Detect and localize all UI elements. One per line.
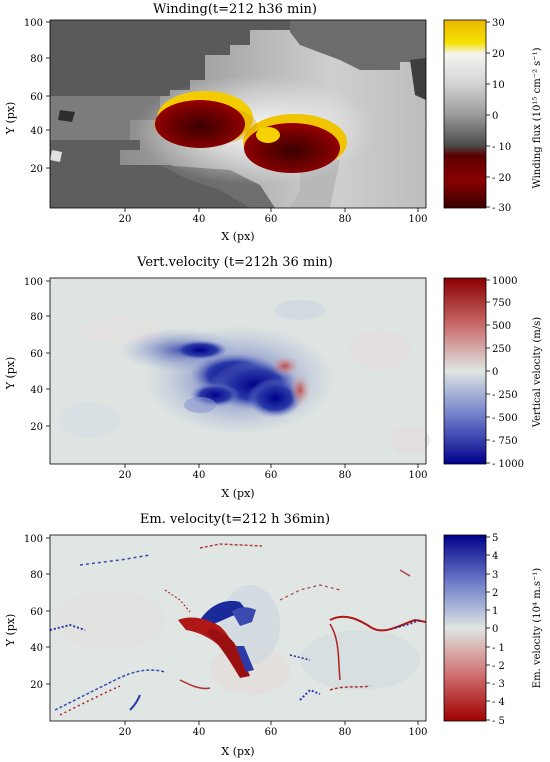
vertical-velocity-x-ticks: 20 40 60 80 100 <box>119 464 428 481</box>
emergence-velocity-y-tick-label: 100 <box>24 534 43 545</box>
vertical-velocity-x-tick-label: 40 <box>193 470 206 481</box>
winding-y-tick-label: 100 <box>24 18 43 29</box>
emergence-velocity-title: Em. velocity(t=212 h 36min) <box>140 512 330 527</box>
emergence-velocity-x-tick-label: 80 <box>339 727 352 738</box>
emergence-velocity-heatmap <box>49 535 427 721</box>
emergence-velocity-y-tick-label: 20 <box>30 680 43 691</box>
winding-heatmap <box>50 20 426 208</box>
vertical-velocity-title: Vert.velocity (t=212h 36 min) <box>136 255 333 270</box>
vertical-velocity-colorbar-ramp <box>443 277 487 465</box>
vertical-velocity-x-tick-label: 20 <box>119 470 132 481</box>
emergence-velocity-colorbar-tick: 4 <box>492 551 498 562</box>
winding-colorbar-tick: - 10 <box>492 142 511 153</box>
vertical-velocity-colorbar-tick: - 250 <box>492 390 518 401</box>
winding-title: Winding(t=212 h36 min) <box>153 2 317 17</box>
vertical-velocity-y-ticks: 20 40 60 80 100 <box>24 277 50 433</box>
emergence-velocity-panel: Em. velocity(t=212 h 36min) <box>4 512 543 758</box>
emergence-velocity-x-tick-label: 60 <box>265 727 278 738</box>
emergence-velocity-y-ticks: 20 40 60 80 100 <box>24 534 50 691</box>
emergence-velocity-colorbar-tick: 1 <box>492 606 498 617</box>
vertical-velocity-x-axis-label: X (px) <box>221 487 254 500</box>
winding-x-tick-label: 60 <box>265 214 278 225</box>
emergence-velocity-colorbar-ramp <box>443 534 487 722</box>
emergence-velocity-colorbar-tick: 5 <box>492 533 498 544</box>
winding-x-tick-label: 40 <box>193 214 206 225</box>
emergence-velocity-colorbar-tick: 3 <box>492 570 498 581</box>
vertical-velocity-y-tick-label: 20 <box>30 422 43 433</box>
emergence-velocity-colorbar-label: Em. velocity (10⁴ m.s⁻¹) <box>532 568 543 688</box>
emergence-velocity-colorbar-tick: - 4 <box>492 697 505 708</box>
winding-colorbar-tick: 20 <box>492 49 505 60</box>
winding-colorbar-tick: - 30 <box>492 203 511 214</box>
winding-colorbar: 30 20 10 0 - 10 - 20 - 30 Winding flux (… <box>443 18 543 214</box>
winding-x-ticks: 20 40 60 80 100 <box>119 208 428 225</box>
emergence-velocity-x-axis-label: X (px) <box>221 745 254 758</box>
emergence-velocity-y-axis-label: Y (px) <box>4 614 17 648</box>
emergence-velocity-y-tick-label: 40 <box>30 643 43 654</box>
emergence-velocity-colorbar-tick: 0 <box>492 624 498 635</box>
vertical-velocity-colorbar-tick: - 500 <box>492 413 518 424</box>
winding-colorbar-label: Winding flux (10¹⁵ cm⁻² s⁻¹) <box>532 47 543 188</box>
vertical-velocity-colorbar: 1000 750 500 250 0 - 250 - 500 - 750 - 1… <box>443 276 543 470</box>
vertical-velocity-colorbar-label: Vertical velocity (m/s) <box>532 317 543 428</box>
winding-panel: Winding(t=212 h36 min) <box>4 2 543 243</box>
vertical-velocity-y-tick-label: 60 <box>30 349 43 360</box>
winding-x-axis-label: X (px) <box>221 230 254 243</box>
winding-y-axis-label: Y (px) <box>4 102 17 136</box>
winding-x-tick-label: 100 <box>408 214 427 225</box>
winding-colorbar-tick: 30 <box>492 18 505 29</box>
vertical-velocity-plot-frame <box>49 277 427 465</box>
vertical-velocity-colorbar-tick: - 750 <box>492 436 518 447</box>
vertical-velocity-y-tick-label: 100 <box>24 277 43 288</box>
winding-colorbar-ramp <box>443 19 487 209</box>
emergence-velocity-colorbar: 5 4 3 2 1 0 - 1 - 2 - 3 - 4 - 5 Em. velo… <box>443 533 543 727</box>
emergence-velocity-x-tick-label: 40 <box>193 727 206 738</box>
winding-colorbar-tick: - 20 <box>492 173 511 184</box>
emergence-velocity-y-tick-label: 80 <box>30 570 43 581</box>
vertical-velocity-y-tick-label: 80 <box>30 312 43 323</box>
vertical-velocity-heatmap <box>50 278 430 464</box>
vertical-velocity-y-axis-label: Y (px) <box>4 357 17 391</box>
vertical-velocity-x-tick-label: 80 <box>339 470 352 481</box>
vertical-velocity-colorbar-tick: 1000 <box>492 276 517 287</box>
winding-x-tick-label: 80 <box>339 214 352 225</box>
vertical-velocity-colorbar-tick: - 1000 <box>492 459 524 470</box>
emergence-velocity-x-ticks: 20 40 60 80 100 <box>119 721 428 738</box>
emergence-velocity-x-tick-label: 20 <box>119 727 132 738</box>
winding-y-ticks: 20 40 60 80 100 <box>24 18 50 175</box>
vertical-velocity-x-tick-label: 100 <box>408 470 427 481</box>
winding-y-tick-label: 60 <box>30 92 43 103</box>
winding-y-tick-label: 80 <box>30 54 43 65</box>
emergence-velocity-colorbar-tick: - 3 <box>492 679 505 690</box>
winding-x-tick-label: 20 <box>119 214 132 225</box>
winding-y-tick-label: 20 <box>30 164 43 175</box>
emergence-velocity-colorbar-tick: - 2 <box>492 661 505 672</box>
winding-colorbar-tick: 0 <box>492 111 498 122</box>
winding-plot-frame <box>49 19 427 209</box>
emergence-velocity-colorbar-tick: - 1 <box>492 643 505 654</box>
vertical-velocity-x-tick-label: 60 <box>265 470 278 481</box>
winding-colorbar-tick: 10 <box>492 80 505 91</box>
emergence-velocity-y-tick-label: 60 <box>30 607 43 618</box>
emergence-velocity-plot-frame <box>49 534 427 722</box>
vertical-velocity-colorbar-tick: 500 <box>492 321 511 332</box>
vertical-velocity-y-tick-label: 40 <box>30 385 43 396</box>
emergence-velocity-x-tick-label: 100 <box>408 727 427 738</box>
winding-y-tick-label: 40 <box>30 126 43 137</box>
vertical-velocity-colorbar-tick: 0 <box>492 367 498 378</box>
vertical-velocity-colorbar-tick: 250 <box>492 344 511 355</box>
emergence-velocity-colorbar-tick: 2 <box>492 588 498 599</box>
vertical-velocity-colorbar-tick: 750 <box>492 298 511 309</box>
emergence-velocity-colorbar-tick: - 5 <box>492 716 505 727</box>
vertical-velocity-panel: Vert.velocity (t=212h 36 min) <box>4 255 543 500</box>
